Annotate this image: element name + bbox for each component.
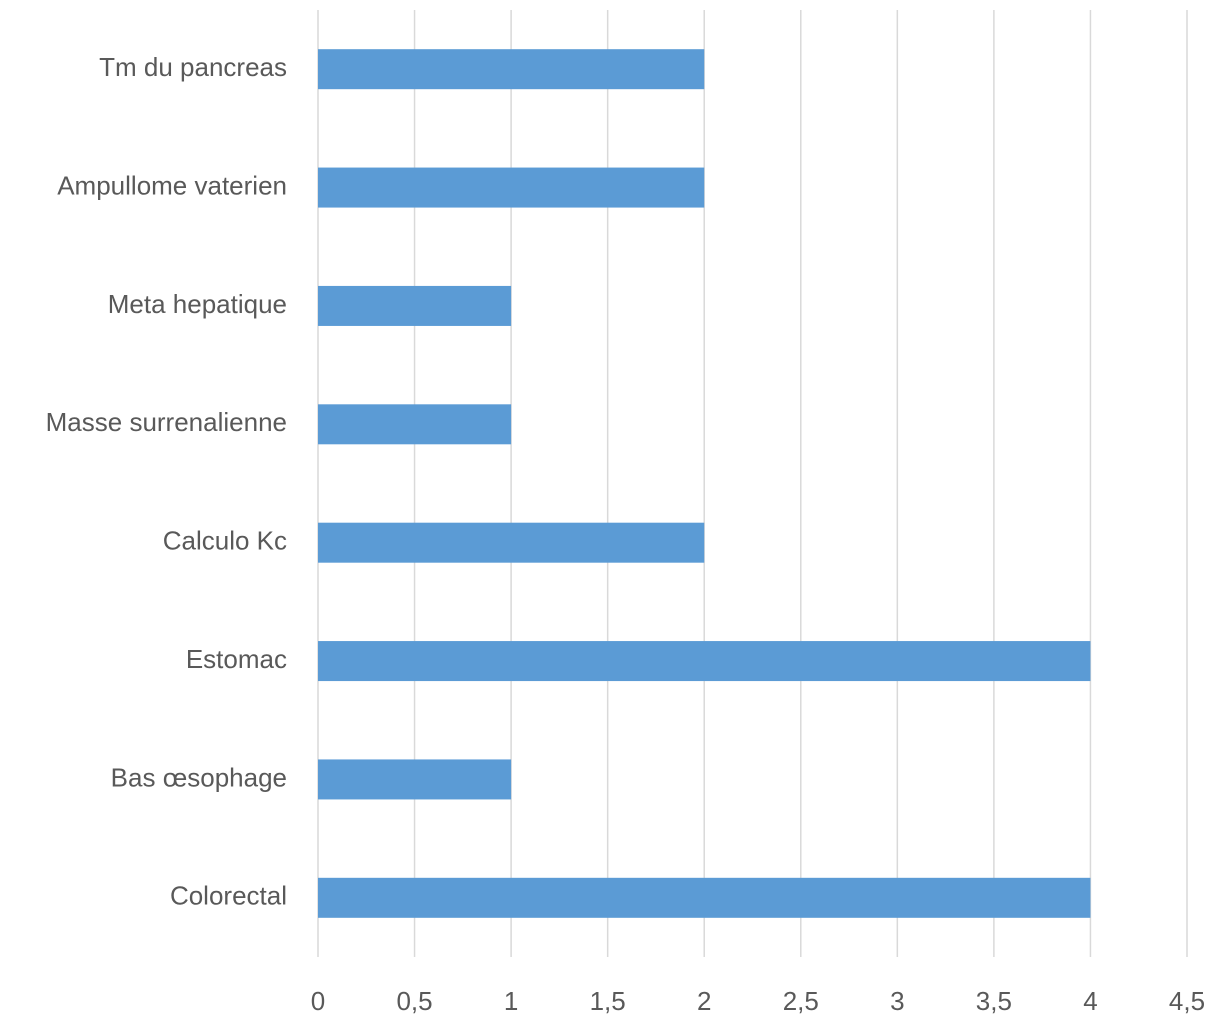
gridlines: [317, 10, 1188, 957]
category-label-0: Colorectal: [170, 881, 287, 911]
x-tick-label-6: 3: [890, 986, 904, 1015]
x-tick-label-1: 0,5: [396, 986, 432, 1015]
category-label-3: Calculo Kc: [163, 526, 287, 556]
x-tick-label-5: 2,5: [783, 986, 819, 1015]
bar-5: [318, 285, 512, 326]
x-tick-label-9: 4,5: [1169, 986, 1205, 1015]
category-label-7: Tm du pancreas: [99, 52, 287, 82]
x-axis-tick-labels: 0 0,5 1 1,5 2 2,5 3 3,5 4 4,5: [311, 986, 1205, 1015]
category-label-5: Meta hepatique: [108, 289, 287, 319]
bar-3: [318, 522, 705, 563]
x-tick-label-3: 1,5: [590, 986, 626, 1015]
bar-7: [318, 49, 705, 90]
bar-4: [318, 404, 512, 445]
category-label-1: Bas œsophage: [111, 762, 287, 792]
x-tick-label-2: 1: [504, 986, 518, 1015]
category-label-4: Masse surrenalienne: [46, 407, 287, 437]
bar-2: [318, 641, 1091, 682]
category-label-6: Ampullome vaterien: [57, 170, 287, 200]
bars: [318, 49, 1091, 918]
bar-1: [318, 759, 512, 800]
x-tick-label-8: 4: [1083, 986, 1097, 1015]
bar-0: [318, 877, 1091, 918]
category-labels: Colorectal Bas œsophage Estomac Calculo Kc M…: [46, 52, 287, 911]
category-label-2: Estomac: [186, 644, 287, 674]
bar-6: [318, 167, 705, 208]
x-tick-label-4: 2: [697, 986, 711, 1015]
x-tick-label-7: 3,5: [976, 986, 1012, 1015]
x-tick-label-0: 0: [311, 986, 325, 1015]
